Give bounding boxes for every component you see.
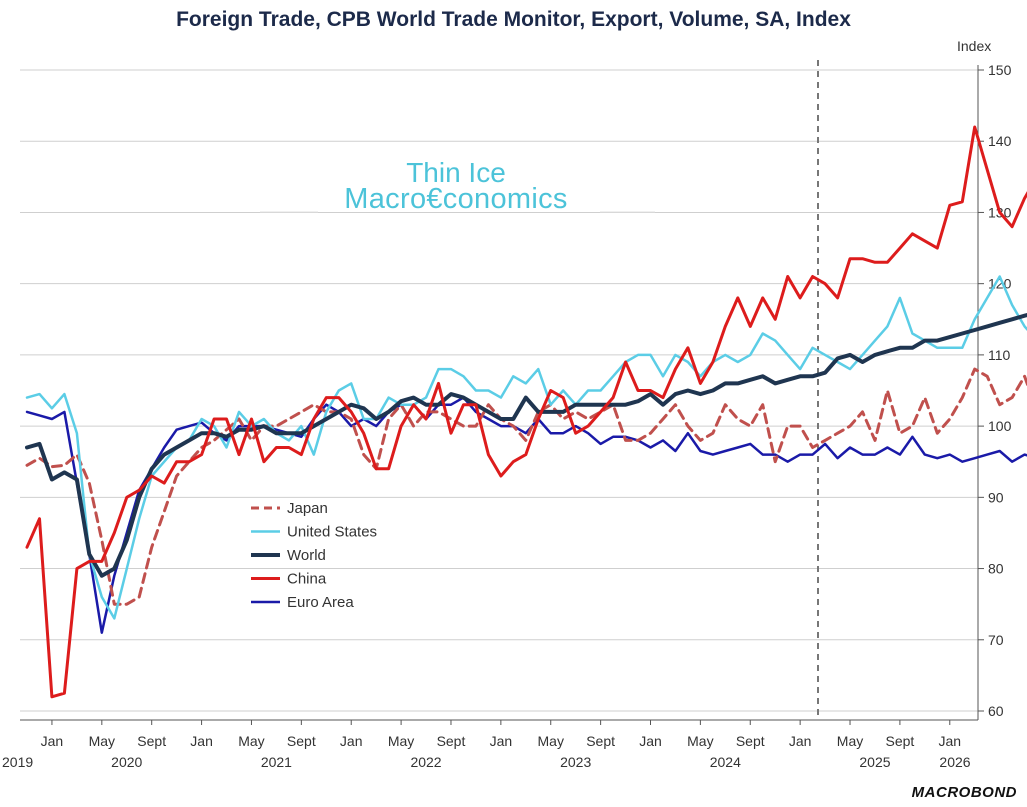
x-tick-label-year: 2026	[939, 754, 970, 770]
legend-label-china: China	[287, 571, 327, 588]
watermark-logo: Thin Ice Macro€conomics	[260, 157, 655, 215]
x-tick-label-month: May	[837, 733, 863, 749]
legend-label-japan: Japan	[287, 500, 328, 517]
x-tick-label-month: Jan	[41, 733, 64, 749]
y-tick-label-70: 70	[988, 632, 1004, 648]
x-tick-label-month: Sept	[437, 733, 466, 749]
legend-label-united-states: United States	[287, 524, 377, 541]
y-axis-label: Index	[957, 38, 991, 54]
series-line-china	[25, 125, 1027, 699]
x-tick-label-month: May	[538, 733, 564, 749]
x-axis: Jan May Sept Jan May Sept Jan May Sept Jan May Sept…	[2, 719, 978, 770]
series-line-united-states	[25, 275, 1027, 620]
y-tick-label-140: 140	[988, 133, 1012, 149]
y-tick-label-80: 80	[988, 561, 1004, 577]
x-tick-label-year: 2019	[2, 754, 33, 770]
x-tick-label-month: Jan	[490, 733, 513, 749]
watermark-line2: Macro€conomics	[344, 183, 567, 215]
series-lines	[25, 125, 1027, 699]
x-tick-label-month: May	[687, 733, 713, 749]
y-tick-label-100: 100	[988, 418, 1012, 434]
watermark-line1: Thin Ice	[406, 157, 506, 188]
x-tick-label-year: 2022	[410, 754, 441, 770]
y-tick-label-110: 110	[988, 347, 1011, 363]
y-tick-label-150: 150	[988, 62, 1012, 78]
x-tick-label-month: Sept	[287, 733, 316, 749]
y-tick-label-60: 60	[988, 703, 1004, 719]
x-tick-label-month: Sept	[586, 733, 615, 749]
x-tick-label-month: Sept	[137, 733, 166, 749]
macrobond-logo: MACROBOND	[911, 784, 1017, 801]
x-tick-label-month: May	[89, 733, 115, 749]
legend-label-world: World	[287, 547, 326, 564]
x-tick-label-month: Jan	[340, 733, 363, 749]
x-tick-label-year: 2024	[710, 754, 741, 770]
x-tick-label-month: Jan	[938, 733, 961, 749]
x-tick-label-year: 2025	[859, 754, 890, 770]
series-line-world	[25, 312, 1027, 578]
x-tick-label-month: Sept	[736, 733, 765, 749]
x-tick-label-month: Jan	[789, 733, 812, 749]
y-tick-label-90: 90	[988, 489, 1004, 505]
x-tick-label-year: 2021	[261, 754, 292, 770]
legend-label-euro-area: Euro Area	[287, 594, 354, 611]
x-tick-label-month: May	[238, 733, 264, 749]
x-tick-label-month: May	[388, 733, 414, 749]
x-tick-label-month: Sept	[885, 733, 914, 749]
x-tick-label-year: 2023	[560, 754, 591, 770]
legend: Japan United States World China Euro Area	[251, 500, 377, 611]
x-tick-label-month: Jan	[639, 733, 662, 749]
x-tick-label-year: 2020	[111, 754, 142, 770]
series-line-japan	[25, 367, 1027, 606]
chart-title: Foreign Trade, CPB World Trade Monitor, …	[176, 8, 851, 31]
x-tick-label-month: Jan	[190, 733, 213, 749]
